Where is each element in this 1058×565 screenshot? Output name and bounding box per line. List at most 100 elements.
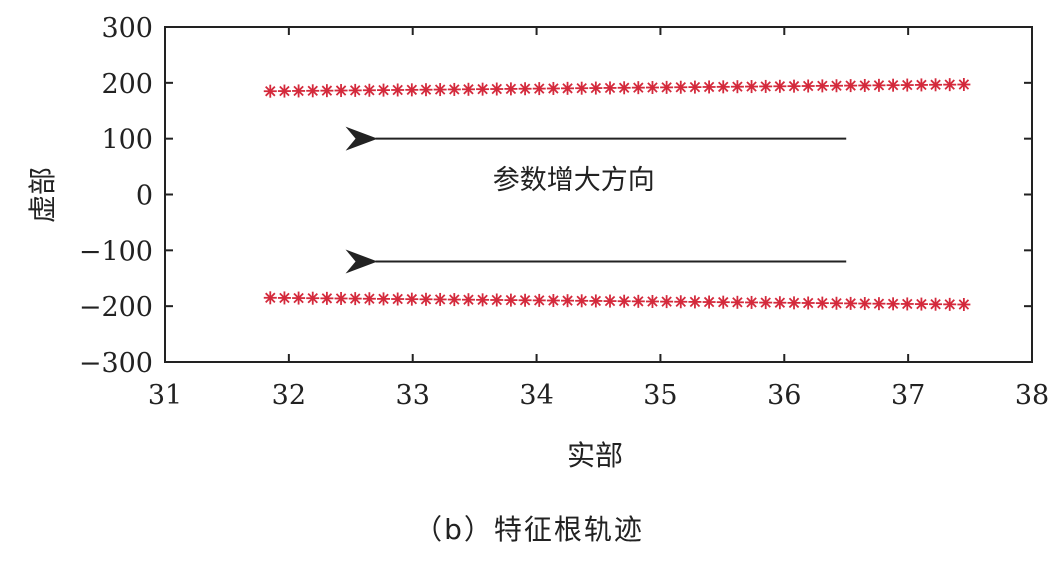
data-point [277,291,291,305]
data-point [730,295,744,309]
data-point [759,296,773,310]
data-point [900,297,914,311]
data-point [589,294,603,308]
y-tick-label: 300 [101,13,153,44]
data-point [490,293,504,307]
data-point [801,79,815,93]
data-point [320,84,334,98]
data-point [900,78,914,92]
data-point [391,292,405,306]
data-point [447,82,461,96]
data-point [844,79,858,93]
data-point [660,80,674,94]
data-point [561,81,575,95]
data-point [461,293,475,307]
data-point [872,297,886,311]
data-point [348,83,362,97]
data-point [645,294,659,308]
data-point [617,294,631,308]
data-point [362,292,376,306]
data-point [631,81,645,95]
data-point [603,81,617,95]
data-point [377,83,391,97]
data-point [405,83,419,97]
data-point [688,295,702,309]
data-point [716,80,730,94]
y-tick-label: 200 [101,69,153,100]
data-point [674,80,688,94]
data-point [617,81,631,95]
data-point [829,79,843,93]
y-axis-ticks: 300 200 100 0 −100 −200 −300 [79,13,1032,379]
data-point [306,291,320,305]
data-point [730,80,744,94]
data-point [263,291,277,305]
data-point [716,295,730,309]
data-point [914,78,928,92]
data-point [362,83,376,97]
data-point [263,84,277,98]
y-tick-label: 100 [101,125,153,156]
x-tick-label: 32 [272,380,306,411]
data-point [943,297,957,311]
data-point [787,296,801,310]
data-point [575,294,589,308]
data-point [518,82,532,96]
data-point [575,81,589,95]
x-tick-label: 35 [643,380,677,411]
data-series [263,78,971,311]
data-point [405,292,419,306]
data-point [603,294,617,308]
data-point [292,84,306,98]
series-points [263,291,971,311]
data-point [561,294,575,308]
data-point [929,297,943,311]
data-point [660,295,674,309]
y-axis-title: 虚部 [26,167,59,223]
data-point [929,78,943,92]
data-point [277,84,291,98]
x-axis-title: 实部 [567,439,623,472]
data-point [844,296,858,310]
data-point [546,294,560,308]
x-tick-label: 33 [396,380,430,411]
root-locus-chart: 31 32 33 34 35 36 37 38 3002001000−100−200−300 … [26,13,1049,472]
data-point [858,297,872,311]
data-point [787,79,801,93]
data-point [801,296,815,310]
data-point [490,82,504,96]
x-tick-label: 36 [767,380,801,411]
data-point [476,293,490,307]
x-tick-label: 38 [1015,380,1049,411]
data-point [759,79,773,93]
data-point [461,82,475,96]
data-point [532,293,546,307]
data-point [433,292,447,306]
x-tick-label: 37 [891,380,925,411]
x-axis-ticks: 31 32 33 34 35 36 37 38 [148,27,1049,411]
data-point [589,81,603,95]
y-tick-label: 0 [136,181,153,212]
data-point [348,292,362,306]
data-point [914,297,928,311]
figure-caption: （b）特征根轨迹 [414,513,644,546]
data-point [645,81,659,95]
data-point [306,84,320,98]
data-point [334,291,348,305]
data-point [886,78,900,92]
data-point [674,295,688,309]
data-point [532,82,546,96]
data-point [447,293,461,307]
data-point [334,84,348,98]
x-tick-label: 31 [148,380,182,411]
data-point [546,81,560,95]
y-tick-label: −300 [79,348,153,379]
data-point [688,80,702,94]
data-point [815,79,829,93]
data-point [518,293,532,307]
data-point [476,82,490,96]
data-point [702,80,716,94]
data-point [419,83,433,97]
data-point [631,294,645,308]
data-point [872,78,886,92]
